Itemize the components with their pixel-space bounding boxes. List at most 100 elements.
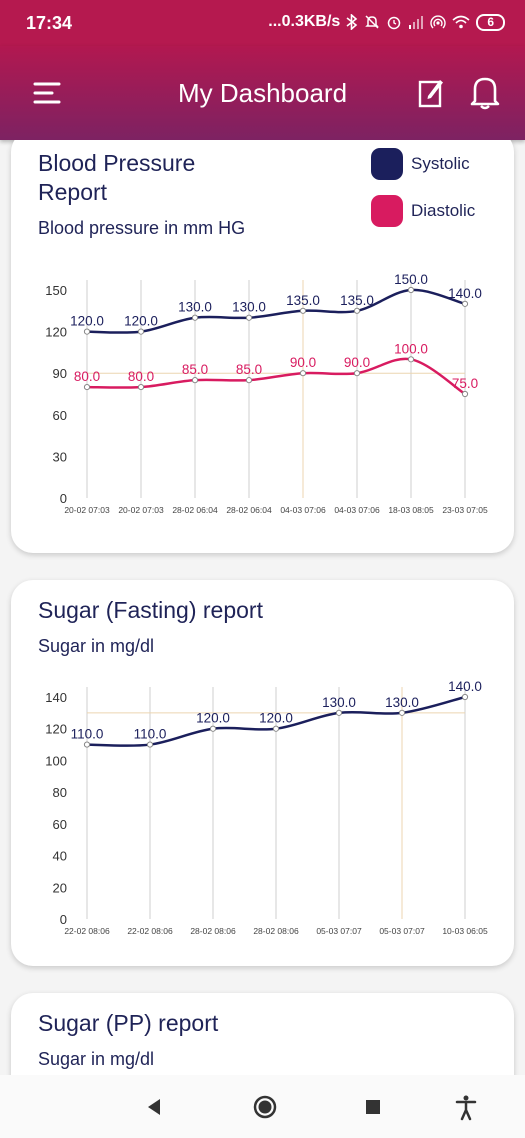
sugar-fasting-chart: 0 20 40 60 80 100 120 140 22-02 08:06 22-02 08:06… [45,679,488,936]
y-tick-label: 60 [53,817,67,832]
data-point [83,741,91,748]
data-label: 130.0 [322,695,356,710]
accessibility-icon[interactable] [452,1093,480,1121]
x-tick-label: 28-02 08:06 [190,926,236,936]
mute-icon [365,15,380,29]
data-point [272,725,280,732]
y-tick-label: 40 [53,849,67,864]
y-tick-label: 150 [45,283,67,298]
card-title: Sugar (PP) report [38,1010,219,1036]
data-label: 75.0 [452,376,478,391]
y-tick-label: 20 [53,880,67,895]
home-icon[interactable] [251,1093,279,1121]
legend-swatch-diastolic [371,195,403,227]
data-label: 120.0 [196,711,230,726]
legend-systolic: Systolic [371,148,470,180]
legend-diastolic: Diastolic [371,195,475,227]
y-tick-label: 140 [45,690,67,705]
x-tick-label: 20-02 07:03 [118,505,164,515]
data-point [209,725,217,732]
net-speed: ...0.3KB/s [268,13,341,30]
bell-icon[interactable] [468,74,502,110]
blood-pressure-card: Blood Pressure Report Blood pressure in … [11,140,514,553]
bluetooth-icon [346,14,358,30]
data-label: 150.0 [394,272,428,287]
card-subtitle: Blood pressure in mm HG [38,218,246,238]
back-icon[interactable] [140,1093,168,1121]
card-subtitle: Sugar in mg/dl [38,636,155,656]
app-bar: My Dashboard [0,46,525,140]
y-tick-label: 100 [45,753,67,768]
data-label: 120.0 [70,314,104,329]
x-tick-label: 22-02 08:06 [64,926,110,936]
data-point [245,377,253,384]
legend-swatch-systolic [371,148,403,180]
legend-label-systolic: Systolic [411,154,470,173]
data-point [299,370,307,377]
data-point [83,383,91,391]
data-point [335,709,343,716]
data-label: 120.0 [259,711,293,726]
data-label: 120.0 [124,314,158,329]
y-tick-label: 120 [45,325,67,340]
data-label: 100.0 [394,341,428,356]
recents-icon[interactable] [359,1093,387,1121]
menu-icon[interactable] [32,78,62,108]
data-label: 80.0 [128,369,154,384]
x-tick-label: 05-03 07:07 [316,926,362,936]
y-tick-label: 120 [45,722,67,737]
x-tick-label: 05-03 07:07 [379,926,425,936]
x-tick-label: 23-03 07:05 [442,505,488,515]
data-point [191,377,199,384]
card-title: Sugar (Fasting) report [38,597,263,623]
data-label: 130.0 [232,300,266,315]
data-point [245,314,253,321]
data-point [137,328,145,335]
data-point [353,307,361,314]
edit-icon[interactable] [418,76,444,108]
data-point [353,370,361,377]
status-bar: 17:34 ...0.3KB/s 6 [0,0,525,46]
y-tick-label: 60 [53,408,67,423]
data-point [461,693,469,701]
y-tick-label: 90 [53,366,67,381]
x-tick-label: 22-02 08:06 [127,926,173,936]
data-point [83,328,91,335]
x-tick-label: 28-02 06:04 [172,505,218,515]
data-label: 130.0 [385,695,419,710]
alarm-icon [388,16,401,30]
status-indicators: ...0.3KB/s 6 [268,13,505,31]
data-label: 135.0 [340,293,374,308]
data-label: 80.0 [74,369,100,384]
data-point [461,390,469,398]
data-point [398,709,406,716]
x-tick-label: 04-03 07:06 [334,505,380,515]
status-time: 17:34 [26,13,73,33]
card-subtitle: Sugar in mg/dl [38,1049,155,1069]
data-label: 140.0 [448,679,482,694]
sugar-pp-card: Sugar (PP) report Sugar in mg/dl [11,993,514,1075]
blood-pressure-chart: 0 30 60 90 120 150 20-02 07:03 20-02 07:03 28-02… [45,272,488,515]
wifi-icon [452,15,470,29]
data-label: 110.0 [134,727,167,742]
data-point [191,314,199,321]
data-label: 130.0 [178,300,212,315]
data-point [407,286,415,294]
card-title: Blood Pressure Report [38,150,196,205]
hotspot-icon [430,15,446,29]
x-tick-label: 20-02 07:03 [64,505,110,515]
data-point [137,383,145,391]
x-tick-label: 18-03 08:05 [388,505,434,515]
signal-icon [409,16,424,29]
system-nav-bar [0,1075,525,1138]
x-tick-label: 04-03 07:06 [280,505,326,515]
dashboard-scroll[interactable]: Blood Pressure Report Blood pressure in … [0,140,525,1075]
y-tick-label: 80 [53,785,67,800]
data-label: 110.0 [71,727,104,742]
data-label: 90.0 [344,355,370,370]
data-point [146,741,154,748]
x-tick-label: 28-02 08:06 [253,926,299,936]
y-tick-label: 30 [53,449,67,464]
data-label: 135.0 [286,293,320,308]
